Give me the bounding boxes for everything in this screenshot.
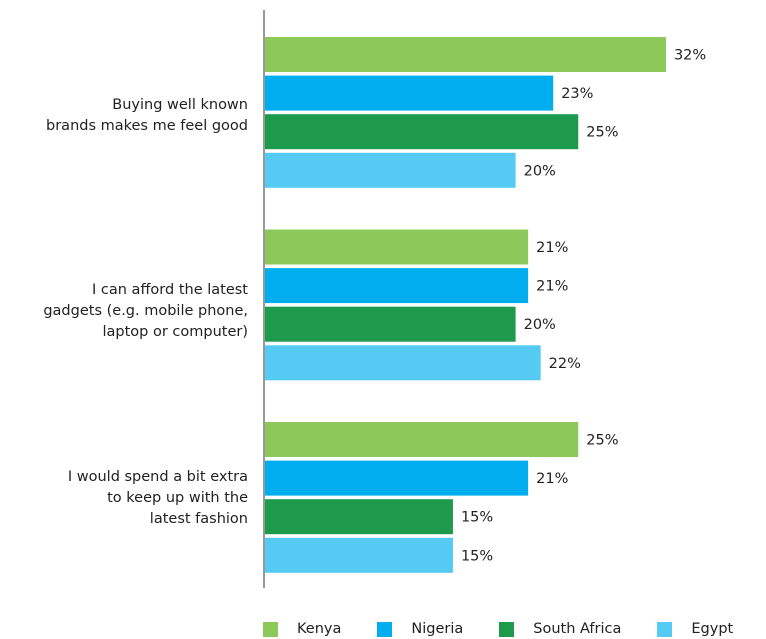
legend-label-south-africa: South Africa [533, 621, 622, 637]
legend-item-south-africa: South Africa [499, 621, 621, 637]
data-label-nigeria-2: 21% [536, 279, 568, 295]
bar-egypt-2 [265, 345, 541, 381]
data-label-egypt-3: 15% [461, 548, 493, 564]
legend-label-egypt: Egypt [691, 621, 734, 637]
bar-nigeria-3 [265, 460, 529, 496]
data-label-nigeria-3: 21% [536, 471, 568, 487]
bar-egypt-1 [265, 152, 516, 188]
category-label-1: Buying well known brands makes me feel g… [46, 97, 248, 134]
bar-nigeria-2 [265, 268, 529, 304]
bar-kenya-1 [265, 37, 666, 72]
legend-swatch-nigeria [377, 621, 393, 637]
bar-south-africa-2 [265, 306, 516, 342]
bar-kenya-3 [265, 422, 579, 457]
legend-label-kenya: Kenya [297, 621, 342, 637]
data-label-kenya-2: 21% [536, 240, 568, 256]
data-label-south-africa-3: 15% [461, 510, 493, 526]
category-label-2: I can afford the latest gadgets (e.g. mo… [43, 282, 248, 340]
data-label-kenya-1: 32% [674, 48, 706, 64]
bar-south-africa-1 [265, 114, 579, 150]
legend-swatch-kenya [263, 621, 278, 637]
data-label-south-africa-1: 25% [586, 125, 618, 141]
category-label-3: I would spend a bit extra to keep up wit… [67, 469, 248, 527]
data-label-egypt-2: 22% [549, 356, 581, 372]
data-label-egypt-1: 20% [524, 163, 556, 179]
legend-label-nigeria: Nigeria [411, 621, 464, 637]
legend-item-nigeria: Nigeria [377, 621, 463, 637]
data-label-south-africa-2: 20% [524, 317, 556, 333]
data-label-kenya-3: 25% [586, 433, 618, 449]
legend-item-egypt: Egypt [657, 621, 733, 637]
legend-item-kenya: Kenya [263, 621, 341, 637]
bar-nigeria-1 [265, 75, 554, 111]
legend-swatch-egypt [657, 621, 673, 637]
legend-swatch-south-africa [499, 621, 515, 637]
bar-egypt-3 [265, 537, 453, 573]
data-label-nigeria-1: 23% [561, 86, 593, 102]
bar-south-africa-3 [265, 499, 453, 535]
chart-legend: Kenya Nigeria South Africa Egypt [263, 619, 733, 639]
bar-kenya-2 [265, 229, 529, 265]
